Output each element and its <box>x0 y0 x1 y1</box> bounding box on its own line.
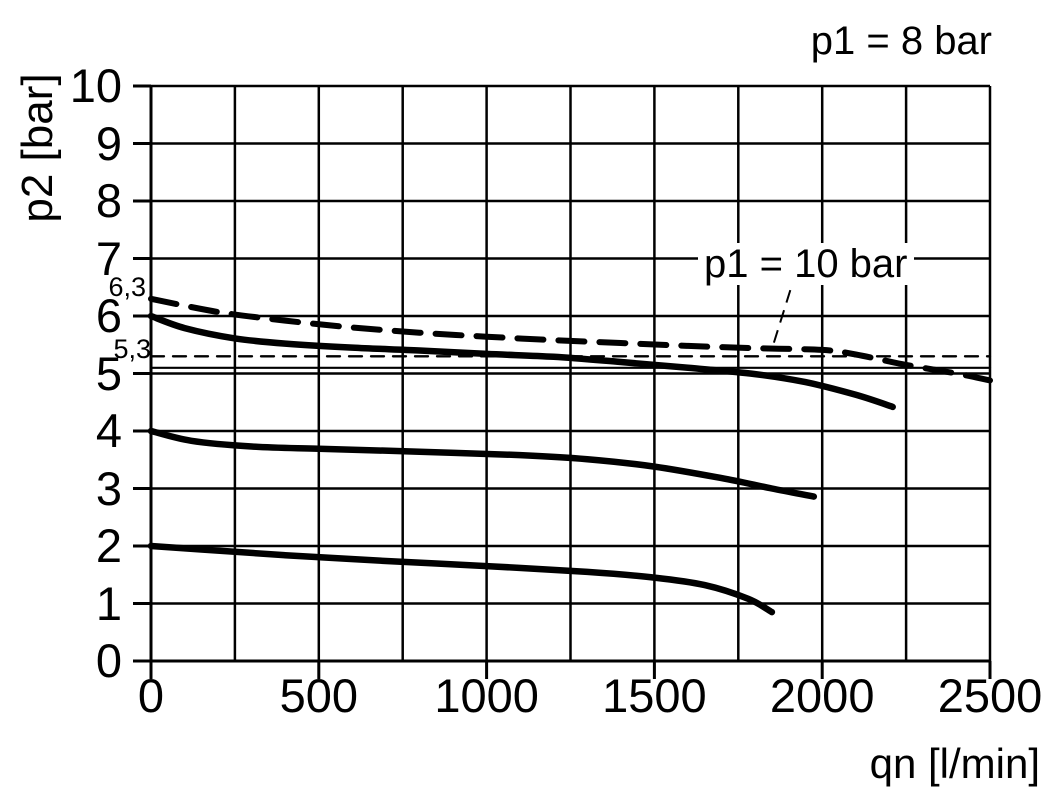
annotation-p1-8-bar: p1 = 8 bar <box>810 19 992 63</box>
series-path-p1-8-bar-set-6 <box>147 312 896 411</box>
y-tick-label: 7 <box>95 231 122 285</box>
annotation-leader-line <box>771 289 792 348</box>
y-tick-label: 1 <box>95 576 122 630</box>
y-tick-label: 10 <box>69 59 122 112</box>
y-tick-label: 5 <box>95 346 122 400</box>
series-path-p1-10-bar-dashed <box>148 295 993 384</box>
y-tick-label: 8 <box>95 174 122 227</box>
y-tick-label: 4 <box>95 404 122 457</box>
y-tick-label: 3 <box>95 461 122 515</box>
y-tick-label: 2 <box>95 519 122 572</box>
reference-label-5-3: 5,3 <box>113 334 151 364</box>
series-path-p1-8-bar-set-2 <box>147 542 776 616</box>
y-axis-title: p2 [bar] <box>13 73 62 223</box>
x-axis-title: qn [l/min] <box>869 740 1040 787</box>
reference-label-6-3: 6,3 <box>108 272 146 302</box>
y-tick-label: 0 <box>95 634 122 687</box>
y-tick-label: 6 <box>95 289 122 342</box>
series-path-p1-8-bar-set-4 <box>147 427 818 500</box>
annotation-p1-10-bar: p1 = 10 bar <box>698 243 914 285</box>
y-tick-label: 9 <box>95 116 122 170</box>
